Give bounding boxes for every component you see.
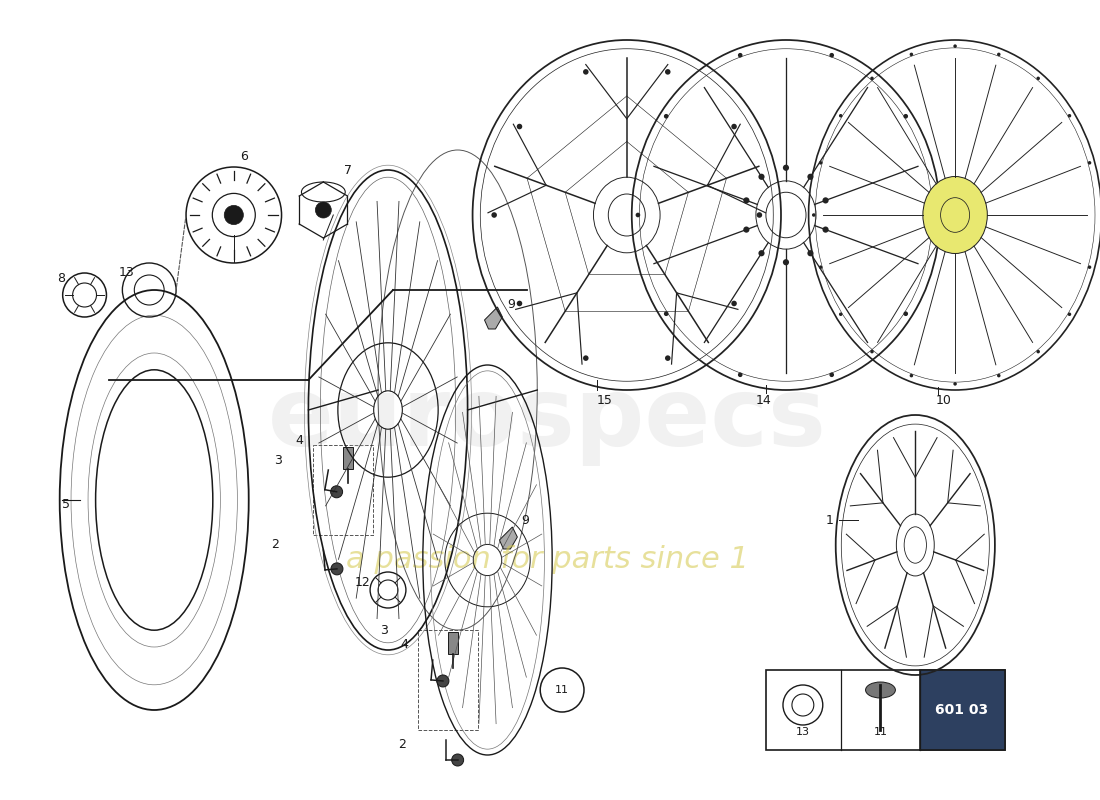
Circle shape	[1088, 161, 1091, 165]
Text: 2: 2	[271, 538, 278, 551]
Circle shape	[1094, 214, 1098, 217]
Circle shape	[1068, 114, 1071, 118]
Circle shape	[583, 355, 588, 361]
Circle shape	[732, 301, 737, 306]
Text: 8: 8	[57, 271, 65, 285]
Circle shape	[437, 675, 449, 687]
Circle shape	[932, 213, 936, 218]
Text: a passion for parts since 1: a passion for parts since 1	[345, 546, 749, 574]
Circle shape	[517, 301, 522, 306]
Text: 5: 5	[62, 498, 69, 510]
Circle shape	[807, 174, 814, 180]
Circle shape	[452, 754, 463, 766]
Circle shape	[738, 373, 742, 377]
Circle shape	[910, 53, 913, 56]
Circle shape	[517, 124, 522, 130]
Text: 3: 3	[274, 454, 282, 466]
Circle shape	[666, 69, 671, 74]
Bar	[418, 630, 477, 730]
Circle shape	[997, 374, 1001, 378]
Circle shape	[997, 53, 1001, 56]
Circle shape	[818, 266, 823, 269]
Circle shape	[744, 226, 749, 233]
Circle shape	[664, 311, 669, 316]
Circle shape	[331, 486, 342, 498]
Text: 6: 6	[240, 150, 248, 163]
Circle shape	[1068, 313, 1071, 316]
Bar	[343, 447, 353, 469]
Text: 10: 10	[935, 394, 952, 406]
Circle shape	[664, 114, 669, 118]
Text: 11: 11	[873, 727, 888, 737]
Text: 4: 4	[296, 434, 304, 446]
Circle shape	[738, 53, 742, 58]
Circle shape	[732, 124, 737, 130]
Polygon shape	[484, 307, 503, 329]
Text: 3: 3	[381, 623, 388, 637]
Circle shape	[316, 202, 331, 218]
Circle shape	[583, 69, 588, 74]
Text: 9: 9	[507, 298, 515, 311]
Circle shape	[758, 174, 764, 180]
Circle shape	[823, 198, 828, 203]
Bar	[766, 670, 1004, 750]
Circle shape	[839, 313, 843, 316]
Circle shape	[818, 161, 823, 165]
Text: 601 03: 601 03	[935, 703, 989, 717]
Circle shape	[829, 373, 834, 377]
Circle shape	[870, 350, 873, 354]
Circle shape	[823, 226, 828, 233]
Circle shape	[807, 250, 814, 256]
Circle shape	[224, 206, 243, 225]
Circle shape	[783, 259, 789, 266]
Ellipse shape	[866, 682, 895, 698]
Circle shape	[636, 213, 640, 218]
Text: 13: 13	[796, 727, 810, 737]
Circle shape	[757, 212, 762, 218]
Circle shape	[870, 77, 873, 80]
Circle shape	[910, 374, 913, 378]
Circle shape	[954, 382, 957, 386]
Circle shape	[744, 198, 749, 203]
Circle shape	[492, 212, 497, 218]
Text: 14: 14	[756, 394, 772, 406]
Circle shape	[812, 214, 815, 217]
Text: eurospecs: eurospecs	[267, 374, 826, 466]
Polygon shape	[499, 527, 517, 549]
Circle shape	[331, 563, 343, 575]
Circle shape	[903, 114, 907, 118]
Text: 13: 13	[119, 266, 134, 278]
Text: 12: 12	[354, 575, 370, 589]
Text: 7: 7	[344, 163, 352, 177]
Circle shape	[1036, 77, 1040, 80]
Bar	[921, 670, 1004, 750]
Bar	[448, 632, 458, 654]
Text: 9: 9	[521, 514, 529, 526]
Circle shape	[1088, 266, 1091, 269]
Circle shape	[903, 311, 907, 316]
Text: 4: 4	[400, 638, 408, 651]
Text: 15: 15	[597, 394, 613, 406]
Text: 11: 11	[556, 685, 569, 695]
Text: 1: 1	[826, 514, 834, 526]
Circle shape	[829, 53, 834, 58]
Circle shape	[1036, 350, 1040, 354]
Ellipse shape	[923, 177, 988, 254]
Bar	[314, 445, 373, 535]
Circle shape	[666, 355, 671, 361]
Circle shape	[783, 165, 789, 171]
Circle shape	[954, 44, 957, 48]
Text: 2: 2	[398, 738, 406, 751]
Circle shape	[839, 114, 843, 118]
Circle shape	[758, 250, 764, 256]
